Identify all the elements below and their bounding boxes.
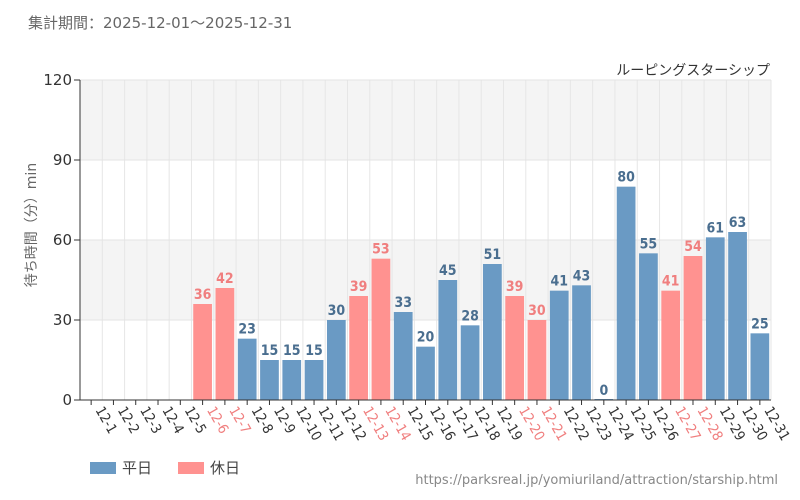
x-tick-label-12-2: 12-2 (114, 404, 142, 437)
period-label: 集計期間：2025-12-01～2025-12-31 (28, 14, 293, 32)
y-tick-label: 60 (53, 231, 72, 249)
bar-12-23[interactable] (572, 285, 591, 400)
bar-12-20[interactable] (505, 296, 525, 400)
bar-12-22[interactable] (549, 290, 569, 400)
data-label-12-18: 28 (461, 308, 479, 324)
data-label-12-9: 15 (261, 343, 279, 359)
bar-12-13[interactable] (349, 296, 368, 400)
data-label-12-20: 39 (506, 279, 524, 295)
data-label-12-17: 45 (439, 263, 457, 279)
data-label-12-13: 39 (350, 279, 368, 295)
data-label-12-25: 80 (617, 170, 635, 186)
data-label-12-31: 25 (751, 316, 769, 332)
data-label-12-23: 43 (573, 268, 591, 284)
data-label-12-21: 30 (528, 303, 546, 319)
chart-title: ルーピングスターシップ (616, 63, 770, 79)
data-label-12-11: 15 (305, 343, 323, 359)
legend-weekday-label: 平日 (122, 459, 153, 477)
data-label-12-14: 53 (372, 242, 390, 258)
data-label-12-16: 20 (417, 330, 435, 346)
data-label-12-10: 15 (283, 343, 301, 359)
bar-12-9[interactable] (260, 360, 279, 400)
legend: 平日 休日 (90, 457, 266, 478)
bar-12-11[interactable] (304, 360, 324, 400)
bar-12-6[interactable] (193, 304, 212, 400)
data-label-12-30: 63 (729, 215, 747, 231)
weekday-swatch (90, 461, 116, 474)
bar-12-26[interactable] (639, 253, 658, 400)
y-tick-label: 90 (53, 151, 72, 169)
bar-12-10[interactable] (282, 360, 302, 400)
data-label-12-22: 41 (550, 274, 568, 290)
bar-12-31[interactable] (750, 333, 770, 400)
y-tick-label: 0 (62, 391, 72, 409)
bar-12-14[interactable] (371, 258, 391, 400)
x-tick-label-12-4: 12-4 (159, 404, 187, 437)
data-label-12-28: 54 (684, 239, 702, 255)
legend-holiday-label: 休日 (210, 459, 241, 477)
y-axis: 0 30 60 90 120 (43, 71, 81, 409)
bar-12-15[interactable] (393, 312, 413, 400)
bar-12-21[interactable] (527, 320, 547, 400)
legend-item-holiday[interactable]: 休日 (178, 457, 240, 478)
x-tick-label-12-5: 12-5 (181, 404, 209, 437)
bar-12-25[interactable] (616, 186, 636, 400)
data-label-12-27: 41 (662, 274, 680, 290)
x-tick-label-12-7: 12-7 (225, 404, 253, 437)
legend-item-weekday[interactable]: 平日 (90, 457, 152, 478)
y-axis-title: 待ち時間（分）min (24, 163, 40, 287)
source-url[interactable]: https://parksreal.jp/yomiuriland/attract… (415, 473, 778, 488)
y-tick-label: 30 (53, 311, 72, 329)
bar-12-19[interactable] (483, 264, 502, 400)
bar-12-28[interactable] (683, 256, 703, 400)
bars (193, 186, 770, 400)
bar-12-27[interactable] (661, 290, 681, 400)
bar-12-17[interactable] (438, 280, 458, 400)
plot-band (80, 80, 771, 160)
x-tick-label-12-9: 12-9 (270, 404, 298, 437)
bar-12-8[interactable] (237, 338, 257, 400)
x-tick-label-12-3: 12-3 (136, 404, 164, 437)
bar-12-12[interactable] (326, 320, 346, 400)
data-label-12-29: 61 (707, 220, 725, 236)
bar-12-18[interactable] (460, 325, 480, 400)
data-label-12-19: 51 (484, 247, 502, 263)
bar-12-7[interactable] (215, 288, 235, 400)
x-tick-label-12-6: 12-6 (203, 404, 231, 437)
data-label-12-24: 0 (599, 383, 608, 399)
x-tick-label-12-8: 12-8 (248, 404, 276, 437)
bar-12-30[interactable] (728, 232, 747, 400)
x-tick-label-12-1: 12-1 (92, 404, 120, 437)
bar-12-29[interactable] (705, 237, 725, 400)
data-label-12-7: 42 (216, 271, 234, 287)
data-label-12-26: 55 (640, 236, 658, 252)
data-label-12-8: 23 (238, 322, 256, 338)
holiday-swatch (178, 461, 205, 474)
bar-12-16[interactable] (416, 346, 435, 400)
y-tick-label: 120 (43, 71, 72, 89)
x-axis: 12-112-212-312-412-512-612-712-812-912-1… (80, 399, 793, 444)
data-label-12-15: 33 (394, 295, 412, 311)
data-label-12-12: 30 (328, 303, 346, 319)
data-label-12-6: 36 (194, 287, 212, 303)
